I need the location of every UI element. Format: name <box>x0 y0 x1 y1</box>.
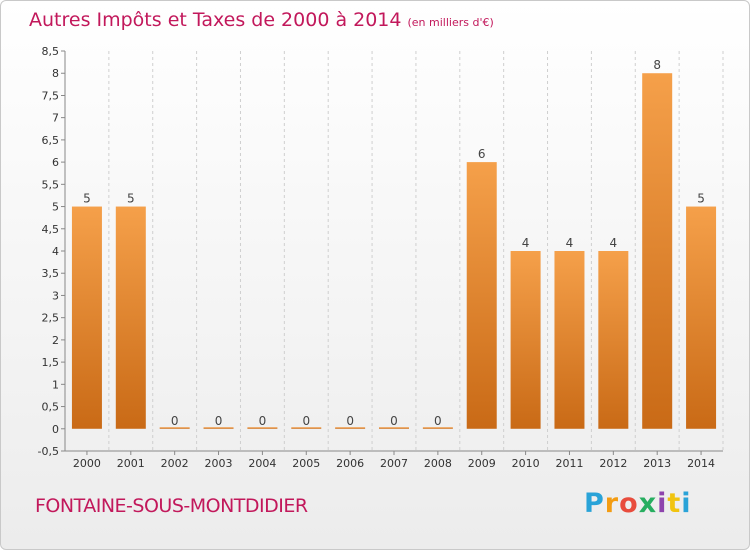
bar-value-label: 4 <box>610 236 618 250</box>
grid-lines <box>64 51 724 451</box>
bar-value-label: 0 <box>302 414 310 428</box>
logo-letter: i <box>681 488 692 519</box>
y-tick-label: 1 <box>52 378 59 391</box>
x-tick-label: 2008 <box>424 457 452 470</box>
x-tick-label: 2007 <box>380 457 408 470</box>
chart-title: Autres Impôts et Taxes de 2000 à 2014 (en… <box>29 9 494 31</box>
y-tick-label: 0,5 <box>42 401 60 414</box>
bar-value-label: 5 <box>697 192 705 206</box>
bar <box>510 251 541 429</box>
y-tick-label: 1,5 <box>42 356 60 369</box>
axes: -0,5 0 0,5 1 1,5 2 2,5 3 3,5 4 4,5 5 5,5 6 6,5 7 7,5 8 8,5… <box>38 45 723 470</box>
x-tick-label: 2013 <box>643 457 671 470</box>
bar-value-label: 0 <box>171 414 179 428</box>
bar <box>203 427 234 429</box>
logo-letter: x <box>638 488 658 519</box>
bar <box>598 251 629 429</box>
bar <box>115 206 146 429</box>
y-tick-label: 7,5 <box>42 89 60 102</box>
x-tick-label: 2000 <box>73 457 101 470</box>
y-tick-label: 8,5 <box>42 45 60 58</box>
labels: 5 5 0 0 0 0 0 0 0 6 4 4 4 8 5 <box>83 58 705 428</box>
y-tick-label: 3 <box>52 289 59 302</box>
bar <box>686 206 717 429</box>
x-tick-label: 2003 <box>205 457 233 470</box>
x-tick-label: 2005 <box>292 457 320 470</box>
y-tick-label: 2,5 <box>42 312 60 325</box>
bar <box>247 427 278 429</box>
y-tick-label: 5,5 <box>42 178 60 191</box>
bar <box>159 427 190 429</box>
bar-value-label: 8 <box>653 58 661 72</box>
y-tick-label: 6 <box>52 156 59 169</box>
y-tick-label: 5 <box>52 201 59 214</box>
x-tick-label: 2004 <box>248 457 276 470</box>
proxiti-logo: Proxiti <box>584 488 692 519</box>
logo-letter: o <box>619 488 639 519</box>
bar-value-label: 4 <box>566 236 574 250</box>
chart-unit: (en milliers d'€) <box>407 16 494 29</box>
logo-letter: P <box>584 488 605 519</box>
x-tick-label: 2010 <box>512 457 540 470</box>
logo-letter: t <box>667 488 682 519</box>
bar <box>466 162 497 429</box>
bar-value-label: 0 <box>434 414 442 428</box>
city-name: FONTAINE-SOUS-MONTDIDIER <box>35 495 308 517</box>
bar-value-label: 5 <box>83 192 91 206</box>
y-tick-label: 7 <box>52 112 59 125</box>
bar <box>291 427 322 429</box>
bar-value-label: 4 <box>522 236 530 250</box>
x-tick-label: 2014 <box>687 457 715 470</box>
bar <box>335 427 366 429</box>
bar <box>554 251 585 429</box>
y-tick-label: 6,5 <box>42 134 60 147</box>
y-tick-label: 0 <box>52 423 59 436</box>
bar-value-label: 0 <box>346 414 354 428</box>
bar-value-label: 0 <box>259 414 267 428</box>
x-tick-label: 2002 <box>161 457 189 470</box>
logo-letter: i <box>657 488 668 519</box>
y-tick-label: 4,5 <box>42 223 60 236</box>
bars <box>71 73 717 429</box>
x-tick-label: 2011 <box>555 457 583 470</box>
bar-value-label: 0 <box>390 414 398 428</box>
bar <box>71 206 102 429</box>
bar <box>422 427 453 429</box>
y-tick-label: 2 <box>52 334 59 347</box>
x-tick-label: 2006 <box>336 457 364 470</box>
bar-value-label: 6 <box>478 147 486 161</box>
y-tick-label: 3,5 <box>42 267 60 280</box>
bar-value-label: 5 <box>127 192 135 206</box>
bar-value-label: 0 <box>215 414 223 428</box>
bar <box>642 73 673 429</box>
x-tick-label: 2012 <box>599 457 627 470</box>
logo-letter: r <box>604 488 620 519</box>
chart-title-text: Autres Impôts et Taxes de 2000 à 2014 <box>29 9 402 31</box>
x-tick-label: 2009 <box>468 457 496 470</box>
x-tick-label: 2001 <box>117 457 145 470</box>
y-tick-label: 8 <box>52 67 59 80</box>
y-tick-label: -0,5 <box>38 445 59 458</box>
y-tick-label: 4 <box>52 245 59 258</box>
bar <box>379 427 409 429</box>
